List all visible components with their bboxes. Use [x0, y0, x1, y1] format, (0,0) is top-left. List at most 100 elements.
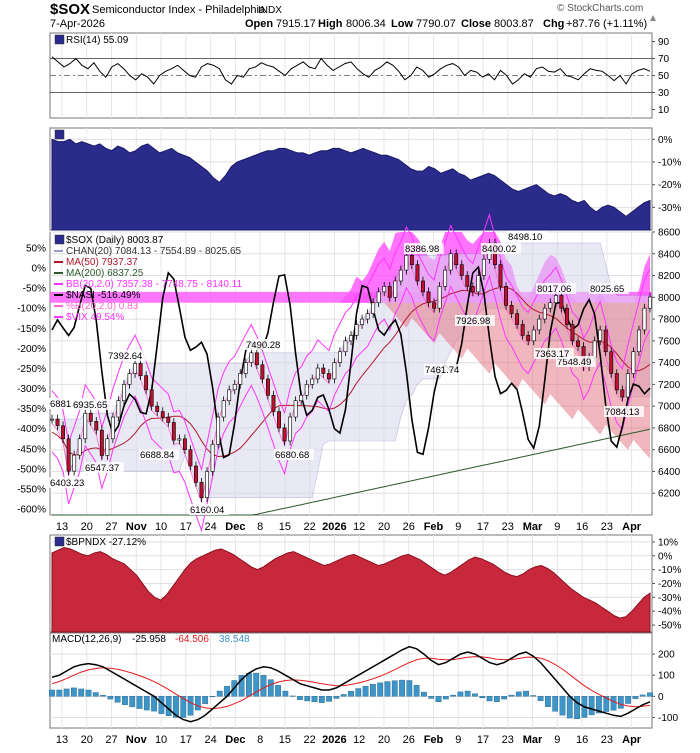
macd-hist-bar [333, 696, 340, 699]
candle-body [565, 307, 569, 325]
candle-body [337, 351, 342, 363]
macd-hist-bar [377, 682, 384, 697]
price-annotation: 8498.10 [508, 232, 542, 243]
candle-body [277, 411, 281, 429]
annotation-bg [536, 283, 576, 294]
macd-hist-bar [406, 680, 413, 697]
candle-body [481, 258, 486, 276]
candle-body [194, 465, 198, 483]
macd-hist-bar [136, 696, 143, 709]
pct-tick-label: 50% [26, 244, 46, 255]
x-tick-label: Nov [126, 521, 148, 533]
naa200r-tick-label: -30% [658, 203, 681, 214]
candle-body [166, 416, 171, 423]
high-label: High [318, 18, 343, 30]
close-value: 8003.87 [494, 18, 534, 30]
rsi-line [51, 56, 651, 85]
legend-entry: $NASI -516.49% [66, 290, 141, 301]
macd-hist-bar [369, 684, 376, 697]
candle-body [504, 286, 508, 306]
x-tick-label: 17 [477, 521, 489, 533]
candle-body [182, 438, 187, 450]
bpndx-tick-label: -10% [658, 565, 681, 576]
price-title: $SOX (Daily) 8003.87 [66, 235, 164, 246]
macd-hist-bar [318, 696, 325, 703]
macd-hist-bar [209, 696, 216, 698]
x-tick-label-bottom: 9 [455, 734, 461, 746]
legend-entry: $VIX 49.54% [66, 312, 124, 323]
candle-body [144, 375, 149, 391]
candle-body [421, 280, 425, 293]
macd-hist-bar [238, 675, 245, 697]
macd-hist-bar [297, 696, 303, 700]
chg-value: +87.76 (+1.11%) [566, 18, 647, 30]
legend-entry: MA(50) 7937.37 [66, 257, 138, 268]
annotation-bg [556, 356, 596, 367]
annotation-bg [139, 449, 179, 460]
candle-body [459, 264, 464, 276]
x-tick-label-bottom: 26 [403, 734, 415, 746]
candle-body [570, 324, 575, 342]
x-tick-label: 15 [279, 521, 291, 533]
price-annotation: 6403.23 [50, 478, 84, 489]
bpndx-tick-label: -50% [658, 621, 681, 632]
macd-line [51, 645, 651, 723]
naa200r-tick-label: 0% [658, 135, 673, 146]
x-tick-label-bottom: 17 [477, 734, 489, 746]
x-tick-label-bottom: 23 [502, 734, 514, 746]
rsi-tick-label: 90 [658, 37, 670, 48]
candle-body [454, 253, 459, 265]
price-legend-swatch [54, 234, 65, 245]
annotation-bg [589, 283, 629, 294]
x-tick-label: 26 [403, 521, 415, 533]
macd-hist-bar [246, 672, 252, 697]
x-tick-label-bottom: Mar [523, 734, 543, 746]
candle-body [72, 454, 77, 472]
macd-hist-bar [253, 672, 260, 697]
price-tick-label: 8000 [658, 293, 681, 304]
macd-hist-bar [129, 696, 136, 708]
x-tick-label-bottom: 2026 [322, 734, 346, 746]
candle-body [343, 340, 348, 353]
macd-hist-bar [647, 692, 653, 697]
candle-body [559, 295, 564, 309]
x-tick-label-bottom: 15 [279, 734, 291, 746]
candle-body [542, 307, 547, 320]
pct-tick-label: -350% [17, 404, 46, 415]
macd-hist-bar [610, 696, 617, 711]
rsi-tick-label: 70 [658, 54, 670, 65]
naa200r-tick-label: -20% [658, 180, 681, 191]
macd-hist-bar [545, 696, 551, 707]
macd-hist-bar [486, 696, 493, 702]
candle-body [221, 400, 226, 418]
candle-body [99, 429, 104, 456]
close-label: Close [461, 18, 491, 30]
price-tick-label: 6400 [658, 467, 681, 478]
candle-body [409, 254, 414, 265]
candle-body [243, 362, 248, 374]
candle-body [598, 329, 603, 342]
candle-body [332, 362, 337, 380]
macd-legend-signal: -64.506 [175, 634, 209, 645]
candle-body [371, 302, 376, 314]
macd-tick-label: 200 [658, 650, 675, 661]
pct-tick-label: -550% [17, 484, 46, 495]
macd-hist-bar [107, 696, 114, 700]
candle-body [636, 329, 641, 353]
x-tick-label-bottom: 20 [378, 734, 390, 746]
macd-tick-label: -100 [658, 713, 678, 724]
x-tick-label-bottom: 20 [81, 734, 93, 746]
macd-hist-bar [340, 694, 347, 697]
price-annotation: 7490.28 [246, 340, 280, 351]
price-tick-label: 7000 [658, 402, 681, 413]
macd-hist-bar [472, 693, 478, 697]
candle-body [393, 280, 398, 298]
x-tick-label: Apr [622, 521, 642, 533]
macd-hist-bar [114, 696, 121, 703]
naa200r-tick-label: -10% [658, 158, 681, 169]
macd-hist-bar [187, 696, 194, 716]
price-annotation: 8017.06 [537, 284, 571, 295]
bpndx-tick-label: 0% [658, 551, 673, 562]
macd-hist-bar [457, 691, 464, 697]
